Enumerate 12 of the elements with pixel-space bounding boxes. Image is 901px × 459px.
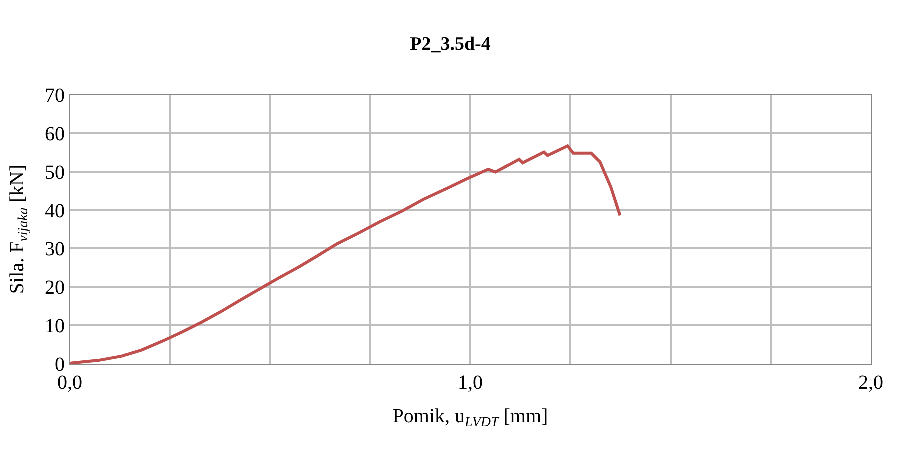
x-tick-label: 1,0 bbox=[458, 372, 483, 394]
y-tick-label: 10 bbox=[45, 316, 65, 338]
y-tick-label: 60 bbox=[45, 123, 65, 146]
y-tick-label: 50 bbox=[45, 162, 65, 184]
y-tick-label: 30 bbox=[45, 238, 65, 261]
line-series bbox=[70, 144, 622, 364]
chart-title: P2_3.5d-4 bbox=[410, 34, 492, 56]
y-tick-label: 20 bbox=[45, 277, 65, 300]
x-axis-title: Pomik, u$_{LVDT}$ [mm] bbox=[392, 406, 548, 431]
y-tick-label: 40 bbox=[45, 200, 65, 222]
x-tick-label: 2,0 bbox=[858, 372, 884, 394]
y-tick-label: 70 bbox=[45, 85, 65, 107]
